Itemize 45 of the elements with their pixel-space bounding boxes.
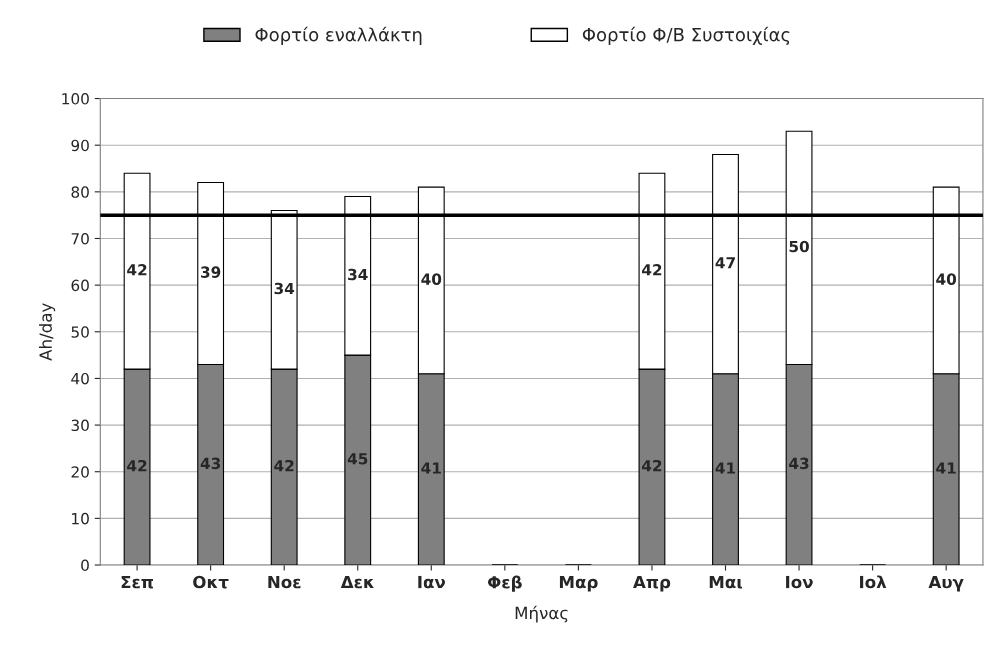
y-axis-title: Ah/day — [39, 303, 56, 361]
x-tick-label: Σεπ — [121, 575, 154, 589]
data-label: 34 — [348, 268, 368, 281]
data-label: 45 — [347, 453, 368, 465]
data-label: 41 — [936, 462, 956, 474]
data-label: 41 — [421, 462, 441, 474]
x-tick-label: Ιαν — [418, 575, 446, 589]
data-label: 42 — [127, 459, 147, 472]
x-tick-label: Οκτ — [193, 575, 229, 589]
data-label: 34 — [274, 282, 295, 295]
x-tick-label: Δεκ — [340, 575, 374, 589]
data-label: 42 — [642, 459, 662, 472]
x-tick-label: Αυγ — [928, 575, 964, 592]
data-label: 40 — [421, 273, 442, 285]
data-label: 50 — [789, 240, 809, 253]
y-tick-label: 20 — [71, 466, 89, 478]
y-tick-label: 60 — [71, 279, 89, 292]
x-tick-label: Φεβ — [487, 575, 522, 592]
data-label: 43 — [200, 457, 221, 470]
data-label: 42 — [642, 264, 662, 276]
x-tick-label: Απρ — [633, 575, 671, 592]
data-label: 40 — [936, 273, 957, 285]
y-tick-label: 90 — [71, 139, 89, 152]
y-tick-label: 80 — [71, 186, 89, 198]
data-label: 42 — [127, 264, 147, 276]
legend-label: Φορτίο Φ/Β Συστοιχίας — [582, 26, 790, 45]
legend-label: Φορτίο εναλλάκτη — [255, 26, 422, 45]
y-tick-label: 0 — [81, 559, 89, 572]
y-tick-label: 50 — [71, 326, 89, 338]
data-label: 42 — [274, 459, 294, 472]
data-label: 41 — [715, 462, 736, 474]
data-label: 47 — [715, 257, 735, 269]
x-axis-title: Μήνας — [515, 605, 568, 623]
y-tick-label: 40 — [71, 372, 89, 385]
y-tick-label: 70 — [71, 232, 89, 245]
y-tick-label: 10 — [72, 512, 89, 525]
x-tick-label: Νοε — [268, 575, 301, 589]
x-tick-label: Ιον — [786, 575, 813, 589]
y-tick-label: 100 — [62, 93, 89, 105]
y-tick-label: 30 — [71, 419, 89, 432]
data-label: 39 — [201, 266, 221, 278]
x-tick-label: Μαι — [709, 575, 743, 589]
x-tick-label: Μαρ — [559, 575, 598, 592]
x-tick-label: Ιολ — [860, 575, 887, 589]
data-label: 43 — [789, 457, 809, 470]
